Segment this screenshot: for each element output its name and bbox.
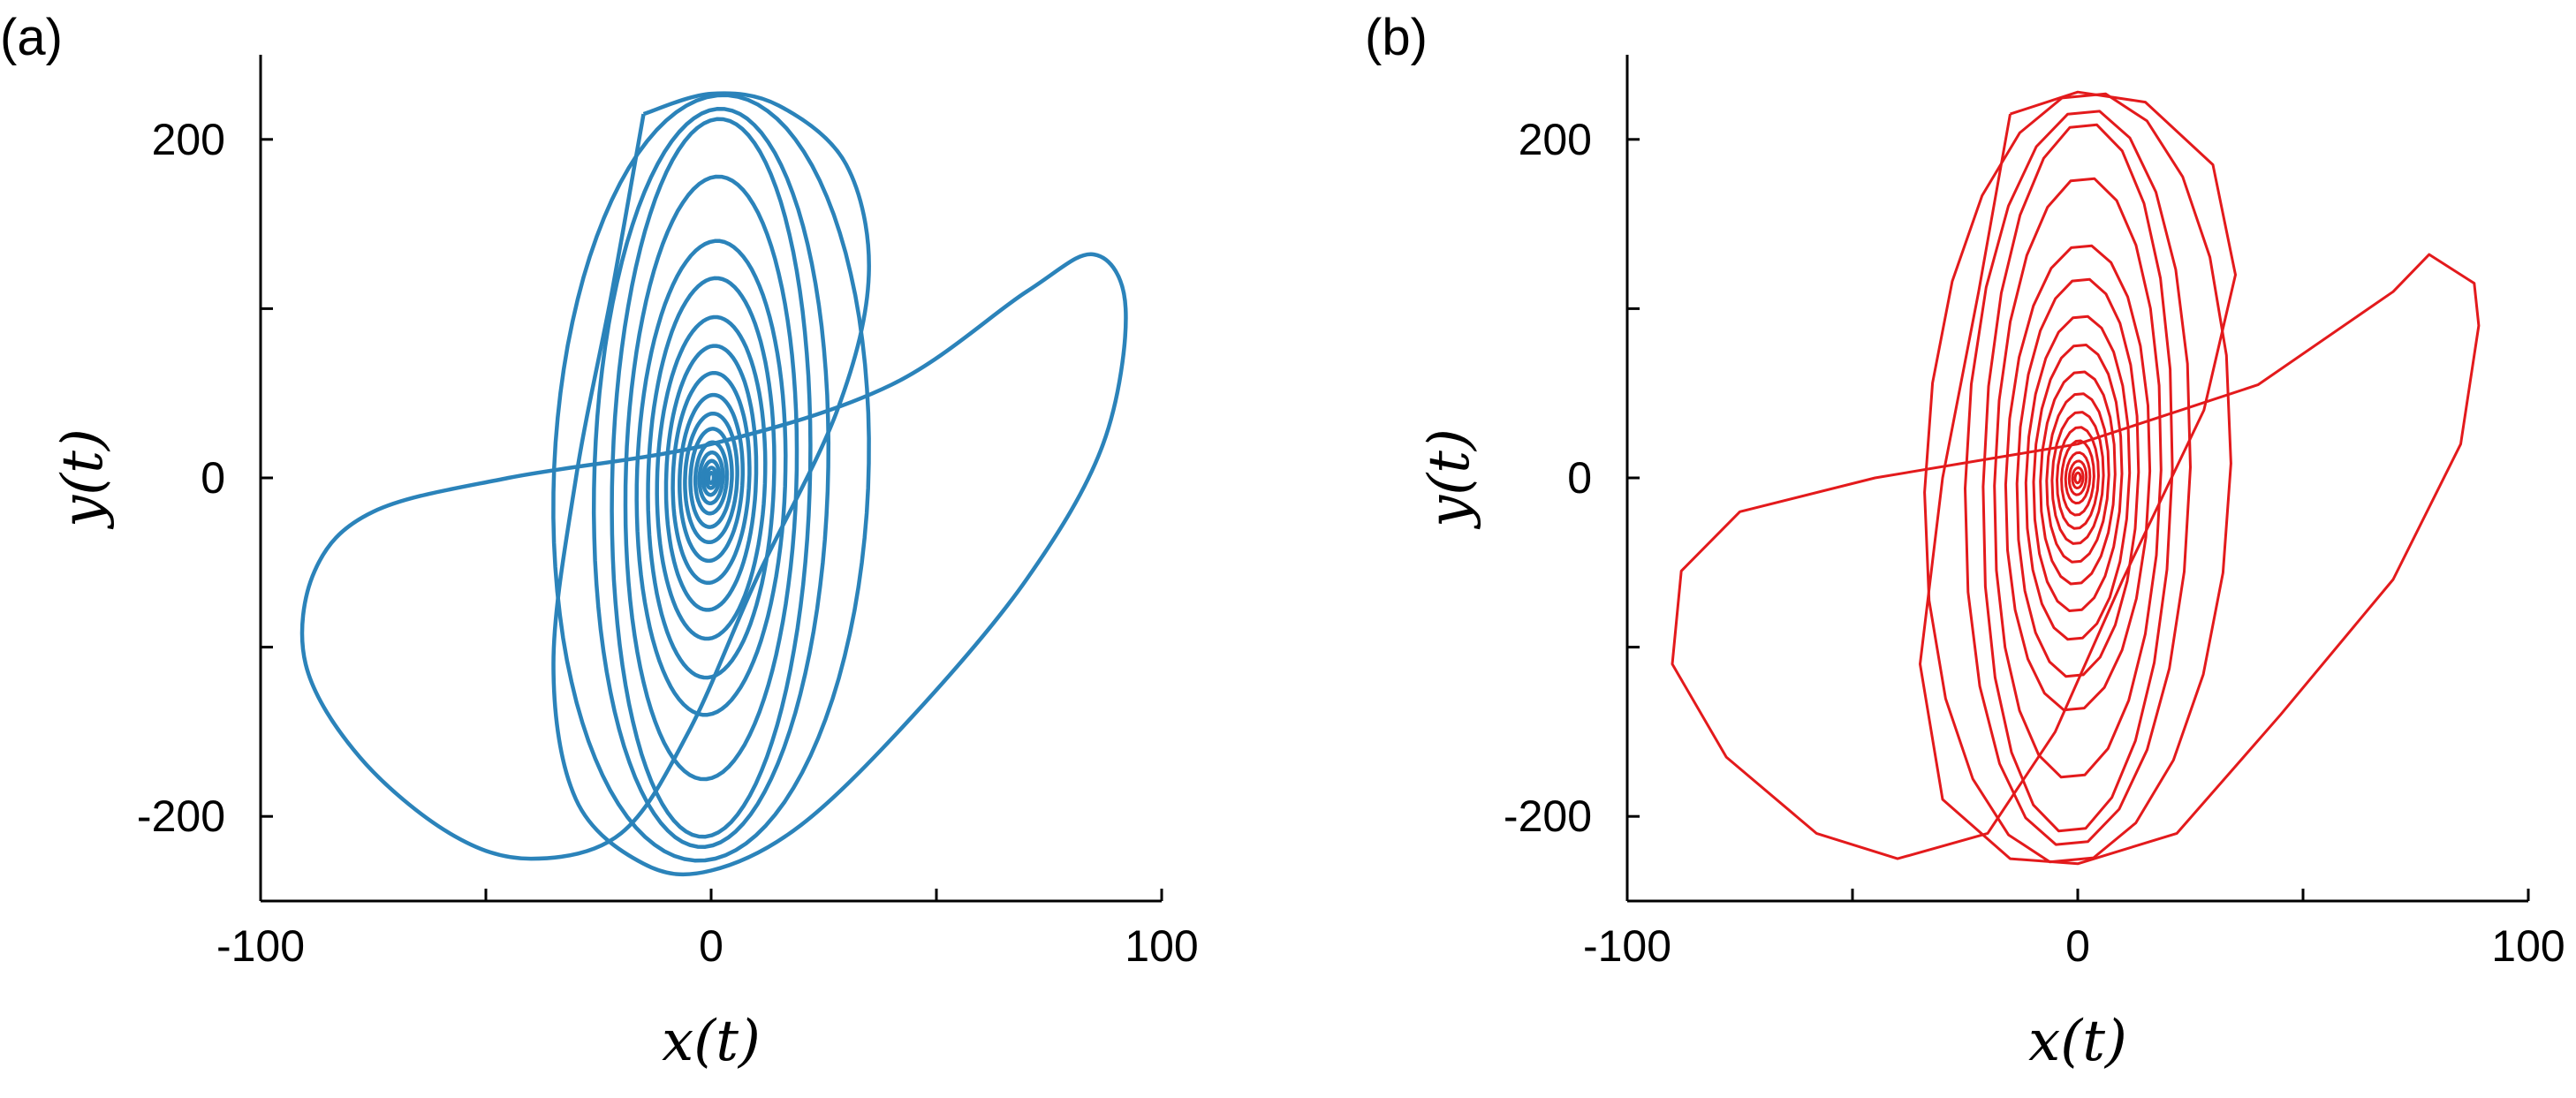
spiral-ring [610,117,813,839]
spiral-ring [2032,344,2124,612]
spiral-ring [2024,314,2132,641]
spiral-ring [1981,123,2174,833]
x-tick-label: 0 [2065,921,2090,971]
y-tick-label: -200 [137,791,225,841]
panel-label: (a) [0,9,63,66]
spiral-ring [1964,110,2192,846]
spiral-ring [623,174,799,782]
spiral-ring [646,276,777,680]
y-axis-label: y(t) [50,428,116,530]
panel-b: (b) -100 0 100 -200 0 200 x(t) y(t) [1365,9,2565,1074]
spiral-ring [2073,471,2082,485]
spiral-ring [683,411,739,545]
y-tick-label: 200 [1519,115,1592,164]
panel-label: (b) [1365,9,1428,66]
spiral-ring [1993,177,2163,779]
x-tick-label: 100 [1125,921,1198,971]
spiral-ring [697,450,725,506]
spiral-ring [693,440,730,516]
y-tick-label: -200 [1504,791,1592,841]
spiral-ring [655,314,768,641]
spiral-ring [2071,466,2085,489]
spiral-ring [2039,370,2117,586]
spiral-ring [1923,92,2232,864]
spiral-ring [634,239,788,717]
spiral-ring [671,370,752,586]
spiral-ring [701,458,722,497]
spiral-ring [2015,277,2140,678]
spiral-ring [2060,439,2095,517]
spiral-ring [663,344,759,612]
spiral-ring [2050,411,2105,545]
y-tick-label: 0 [201,453,225,503]
spiral-ring [678,392,745,564]
x-tick-label: 0 [699,921,724,971]
y-axis-label: y(t) [1417,428,1482,530]
y-tick-label: 0 [1567,453,1592,503]
x-axis-label: x(t) [2028,1009,2127,1074]
spiral-ring [2004,244,2152,712]
outer-lobe-trajectory [1671,90,2481,866]
spiral-ring [2064,451,2092,505]
spiral-ring [591,107,831,849]
x-tick-label: 100 [2491,921,2565,971]
y-tick-label: 200 [152,115,225,164]
x-tick-label: -100 [1583,921,1671,971]
spiral-ring [551,93,871,863]
panel-a: (a) -100 0 100 -200 0 200 x(t) y(t) [0,9,1199,1074]
spiral-ring [2045,392,2110,564]
spiral-ring [704,466,718,490]
spiral-ring [706,470,716,486]
spiral-ring [688,427,734,529]
x-axis-label: x(t) [662,1009,761,1074]
x-tick-label: -100 [216,921,305,971]
spiral-ring [2067,459,2088,496]
spiral-ring [2056,426,2100,530]
